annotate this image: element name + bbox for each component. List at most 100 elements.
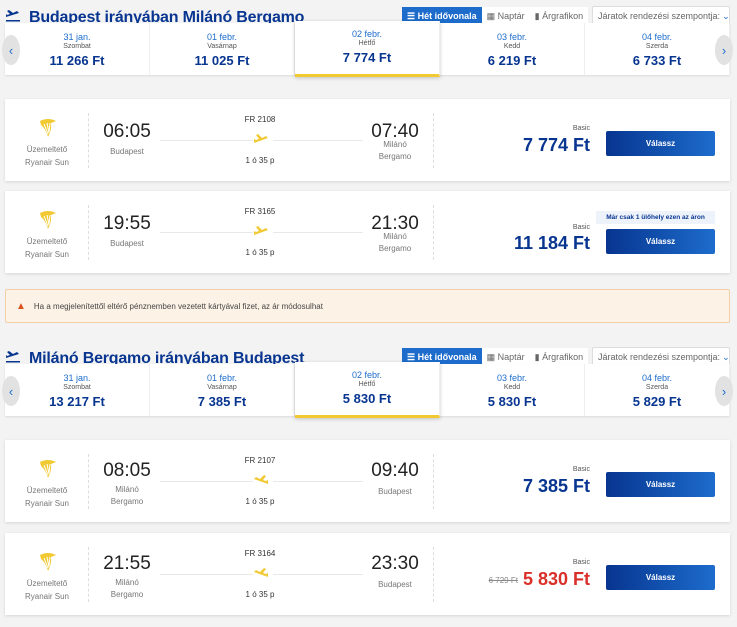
prev-dates-arrow-icon[interactable]: ‹: [2, 376, 20, 406]
bar-chart-icon: ▮: [534, 351, 543, 362]
date-tab[interactable]: 02 febr. Hétfő 7 774 Ft: [295, 21, 440, 77]
arrival-time: 09:40: [371, 460, 419, 481]
view-calendar-button[interactable]: ▦ Naptár: [481, 7, 530, 25]
route-line: [273, 574, 363, 575]
ryanair-harp-logo-icon: [37, 117, 59, 144]
date-price: 5 829 Ft: [632, 394, 682, 409]
ryanair-harp-logo-icon: [37, 458, 59, 485]
weekday-label: Kedd: [503, 384, 521, 391]
flight-number: FR 3165: [244, 207, 276, 216]
view-price-chart-button[interactable]: ▮ Árgrafikon: [529, 7, 589, 25]
flight-duration: 1 ó 35 p: [245, 156, 275, 165]
next-dates-arrow-icon[interactable]: ›: [715, 35, 733, 65]
warning-text: Ha a megjelenítettől eltérő pénznemben v…: [33, 301, 323, 311]
old-price: 6 729 Ft: [488, 575, 518, 585]
operator-label: Üzemeltető: [26, 486, 68, 495]
flight-price: 7 774 Ft: [523, 135, 590, 156]
current-price: 11 184 Ft: [513, 233, 590, 253]
fare-type: Basic: [572, 559, 590, 566]
section-title: Budapest irányában Milánó Bergamo: [29, 9, 305, 26]
select-flight-button[interactable]: Válassz: [606, 565, 715, 590]
date-tab[interactable]: 31 jan. Szombat 11 266 Ft: [5, 23, 150, 75]
next-dates-arrow-icon[interactable]: ›: [715, 376, 733, 406]
weekday-label: Szerda: [645, 384, 669, 391]
arrival-city: Milánó Bergamo: [378, 140, 412, 161]
list-icon: ☰: [407, 351, 418, 362]
flight-price: 11 184 Ft: [514, 233, 590, 254]
date-label: 31 jan.: [63, 32, 91, 42]
flight-duration: 1 ó 35 p: [245, 590, 275, 599]
date-price: 13 217 Ft: [49, 394, 105, 409]
departure-time: 06:05: [103, 121, 151, 142]
sort-dropdown[interactable]: Járatok rendezési szempontja: ⌄: [592, 347, 730, 367]
departure-city: Milánó Bergamo: [110, 485, 144, 506]
date-tab[interactable]: 01 febr. Vasárnap 7 385 Ft: [150, 364, 295, 416]
view-week-timeline-button[interactable]: ☰ Hét idővonala: [402, 348, 482, 366]
calendar-icon: ▦: [486, 10, 498, 21]
flight-number: FR 3164: [244, 549, 276, 558]
current-price: 5 830 Ft: [522, 569, 590, 589]
date-label: 03 febr.: [496, 373, 528, 383]
flight-card: Üzemeltető Ryanair Sun 08:05 Milánó Berga…: [5, 440, 730, 522]
date-price: 11 025 Ft: [194, 53, 250, 68]
date-label: 04 febr.: [641, 32, 673, 42]
operator-name: Ryanair Sun: [24, 158, 70, 167]
view-price-chart-button[interactable]: ▮ Árgrafikon: [529, 348, 589, 366]
select-flight-button[interactable]: Válassz: [606, 131, 715, 156]
arrival-city: Budapest: [378, 487, 412, 496]
route-line: [160, 481, 253, 482]
date-tab[interactable]: 03 febr. Kedd 6 219 Ft: [440, 23, 585, 75]
date-strip: ‹ › 31 jan. Szombat 11 266 Ft 01 febr. V…: [2, 21, 733, 77]
weekday-label: Hétfő: [358, 40, 376, 47]
plane-icon: [253, 133, 269, 147]
view-label: Hét idővonala: [417, 352, 477, 362]
section-header: Milánó Bergamo irányában Budapest: [5, 347, 304, 371]
operator-label: Üzemeltető: [26, 579, 68, 588]
weekday-label: Hétfő: [358, 381, 376, 388]
calendar-icon: ▦: [486, 351, 498, 362]
chevron-down-icon: ⌄: [722, 10, 730, 21]
departure-city: Milánó Bergamo: [110, 578, 144, 599]
route-line: [160, 574, 253, 575]
date-tab[interactable]: 02 febr. Hétfő 5 830 Ft: [295, 362, 440, 418]
weekday-label: Kedd: [503, 43, 521, 50]
date-tab[interactable]: 04 febr. Szerda 6 733 Ft: [585, 23, 730, 75]
flight-card: Üzemeltető Ryanair Sun 06:05 Budapest FR …: [5, 99, 730, 181]
route-line: [160, 232, 253, 233]
departure-city: Budapest: [110, 239, 144, 248]
divider: [433, 454, 434, 509]
arrival-time: 23:30: [371, 553, 419, 574]
operator-name: Ryanair Sun: [24, 592, 70, 601]
arrival-time: 21:30: [371, 213, 419, 234]
departure-city: Budapest: [110, 147, 144, 156]
departure-plane-icon: [5, 350, 21, 369]
operator-info: Üzemeltető Ryanair Sun: [5, 577, 89, 603]
flight-price: 6 729 Ft 5 830 Ft: [489, 569, 590, 590]
view-toggle: ☰ Hét idővonala ▦ Naptár ▮ Árgrafikon: [402, 7, 589, 25]
date-tab[interactable]: 03 febr. Kedd 5 830 Ft: [440, 364, 585, 416]
date-label: 02 febr.: [351, 29, 383, 39]
section-title: Milánó Bergamo irányában Budapest: [29, 350, 305, 367]
weekday-label: Vasárnap: [207, 384, 237, 391]
divider: [433, 205, 434, 260]
plane-icon: [253, 225, 269, 239]
divider: [433, 547, 434, 602]
arrival-city: Budapest: [378, 580, 412, 589]
select-flight-button[interactable]: Válassz: [606, 472, 715, 497]
date-tab[interactable]: 01 febr. Vasárnap 11 025 Ft: [150, 23, 295, 75]
select-flight-button[interactable]: Válassz: [606, 229, 715, 254]
currency-warning: ▲ Ha a megjelenítettől eltérő pénznemben …: [5, 289, 730, 323]
date-price: 7 385 Ft: [197, 394, 247, 409]
date-tab[interactable]: 31 jan. Szombat 13 217 Ft: [5, 364, 150, 416]
divider: [88, 205, 89, 260]
date-label: 01 febr.: [206, 373, 238, 383]
weekday-label: Szombat: [63, 43, 91, 50]
flight-duration: 1 ó 35 p: [245, 497, 275, 506]
view-week-timeline-button[interactable]: ☰ Hét idővonala: [402, 7, 482, 25]
fare-type: Basic: [572, 125, 590, 132]
flight-price: 7 385 Ft: [523, 476, 590, 497]
view-calendar-button[interactable]: ▦ Naptár: [481, 348, 530, 366]
prev-dates-arrow-icon[interactable]: ‹: [2, 35, 20, 65]
divider: [88, 454, 89, 509]
date-tab[interactable]: 04 febr. Szerda 5 829 Ft: [585, 364, 730, 416]
